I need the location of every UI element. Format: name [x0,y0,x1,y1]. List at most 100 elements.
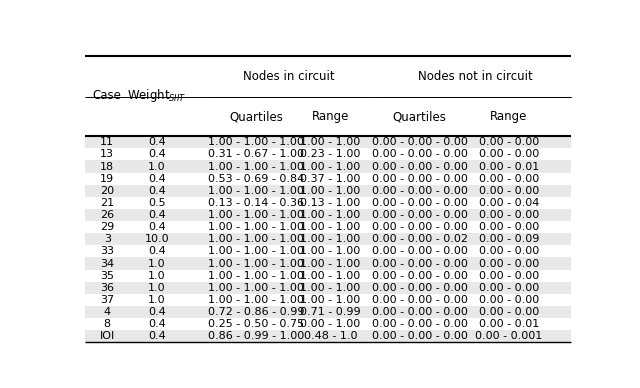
Text: 0.5: 0.5 [148,198,166,208]
Text: 0.72 - 0.86 - 0.99: 0.72 - 0.86 - 0.99 [208,307,305,317]
Text: 0.00 - 0.00 - 0.00: 0.00 - 0.00 - 0.00 [372,258,468,268]
Text: 37: 37 [100,295,115,305]
Text: 1.0: 1.0 [148,283,166,293]
Text: 1.00 - 1.00 - 1.00: 1.00 - 1.00 - 1.00 [208,210,304,220]
Bar [85,161,571,173]
Text: 1.00 - 1.00 - 1.00: 1.00 - 1.00 - 1.00 [208,258,304,268]
Text: 11: 11 [100,137,115,147]
Text: 0.4: 0.4 [148,210,166,220]
Text: 0.13 - 0.14 - 0.36: 0.13 - 0.14 - 0.36 [208,198,304,208]
Text: 1.00 - 1.00 - 1.00: 1.00 - 1.00 - 1.00 [208,161,304,171]
Text: 0.00 - 0.00: 0.00 - 0.00 [479,210,539,220]
Text: 1.00 - 1.00 - 1.00: 1.00 - 1.00 - 1.00 [208,271,304,281]
Text: 0.71 - 0.99: 0.71 - 0.99 [300,307,361,317]
Text: 1.00 - 1.00: 1.00 - 1.00 [300,210,360,220]
Text: Nodes in circuit: Nodes in circuit [243,70,334,83]
Text: 0.37 - 1.00: 0.37 - 1.00 [300,173,361,184]
Text: 1.00 - 1.00: 1.00 - 1.00 [300,283,360,293]
Text: 0.00 - 0.00 - 0.00: 0.00 - 0.00 - 0.00 [372,173,468,184]
Text: 29: 29 [100,222,115,232]
Text: 0.4: 0.4 [148,222,166,232]
Text: 0.4: 0.4 [148,319,166,329]
Text: 0.00 - 0.00 - 0.00: 0.00 - 0.00 - 0.00 [372,186,468,196]
Text: Quartiles: Quartiles [229,110,283,123]
Text: 0.25 - 0.50 - 0.75: 0.25 - 0.50 - 0.75 [208,319,304,329]
Bar [85,282,571,294]
Text: 0.4: 0.4 [148,149,166,159]
Text: 0.00 - 0.00: 0.00 - 0.00 [479,295,539,305]
Text: 0.00 - 0.00 - 0.00: 0.00 - 0.00 - 0.00 [372,271,468,281]
Text: 0.00 - 0.00 - 0.00: 0.00 - 0.00 - 0.00 [372,137,468,147]
Text: IOI: IOI [100,331,115,341]
Text: 0.23 - 1.00: 0.23 - 1.00 [300,149,361,159]
Text: 0.00 - 0.01: 0.00 - 0.01 [479,161,539,171]
Text: 20: 20 [100,186,115,196]
Text: 0.00 - 0.00 - 0.00: 0.00 - 0.00 - 0.00 [372,307,468,317]
Text: 1.00 - 1.00: 1.00 - 1.00 [300,295,360,305]
Text: 0.4: 0.4 [148,331,166,341]
Text: Case: Case [93,89,122,102]
Text: 1.00 - 1.00 - 1.00: 1.00 - 1.00 - 1.00 [208,186,304,196]
Text: 1.00 - 1.00 - 1.00: 1.00 - 1.00 - 1.00 [208,137,304,147]
Text: 36: 36 [100,283,115,293]
Text: 0.00 - 0.00 - 0.00: 0.00 - 0.00 - 0.00 [372,319,468,329]
Text: 0.48 - 1.0: 0.48 - 1.0 [304,331,357,341]
Text: 0.00 - 0.00: 0.00 - 0.00 [479,186,539,196]
Text: Range: Range [490,110,528,123]
Text: 1.00 - 1.00 - 1.00: 1.00 - 1.00 - 1.00 [208,246,304,256]
Bar [85,209,571,221]
Text: 26: 26 [100,210,115,220]
Text: 1.00 - 1.00: 1.00 - 1.00 [300,246,360,256]
Text: 0.00 - 0.00 - 0.00: 0.00 - 0.00 - 0.00 [372,161,468,171]
Text: 13: 13 [100,149,115,159]
Text: 0.00 - 0.04: 0.00 - 0.04 [479,198,540,208]
Text: 0.00 - 0.01: 0.00 - 0.01 [479,319,539,329]
Text: 0.4: 0.4 [148,173,166,184]
Text: 0.00 - 0.00 - 0.00: 0.00 - 0.00 - 0.00 [372,331,468,341]
Text: 21: 21 [100,198,115,208]
Text: 19: 19 [100,173,115,184]
Bar [85,136,571,148]
Text: 1.00 - 1.00: 1.00 - 1.00 [300,258,360,268]
Text: 18: 18 [100,161,115,171]
Text: 0.00 - 0.00: 0.00 - 0.00 [479,137,539,147]
Text: 0.00 - 0.00 - 0.00: 0.00 - 0.00 - 0.00 [372,295,468,305]
Text: Weight$_{SIIT}$: Weight$_{SIIT}$ [127,87,187,104]
Text: 0.00 - 0.00: 0.00 - 0.00 [479,258,539,268]
Text: 1.00 - 1.00: 1.00 - 1.00 [300,186,360,196]
Text: 33: 33 [100,246,115,256]
Text: 1.0: 1.0 [148,258,166,268]
Text: 1.0: 1.0 [148,161,166,171]
Text: 1.0: 1.0 [148,271,166,281]
Bar [85,330,571,342]
Text: 1.00 - 1.00 - 1.00: 1.00 - 1.00 - 1.00 [208,283,304,293]
Bar [85,306,571,318]
Text: 0.00 - 1.00: 0.00 - 1.00 [300,319,360,329]
Text: 0.4: 0.4 [148,307,166,317]
Text: 0.13 - 1.00: 0.13 - 1.00 [300,198,360,208]
Text: 1.00 - 1.00: 1.00 - 1.00 [300,271,360,281]
Text: 1.00 - 1.00 - 1.00: 1.00 - 1.00 - 1.00 [208,234,304,244]
Text: 0.00 - 0.00 - 0.00: 0.00 - 0.00 - 0.00 [372,246,468,256]
Text: 0.86 - 0.99 - 1.00: 0.86 - 0.99 - 1.00 [208,331,304,341]
Text: 35: 35 [100,271,115,281]
Text: Quartiles: Quartiles [393,110,447,123]
Text: 1.00 - 1.00: 1.00 - 1.00 [300,234,360,244]
Text: 1.00 - 1.00: 1.00 - 1.00 [300,137,360,147]
Text: 0.4: 0.4 [148,137,166,147]
Text: 0.00 - 0.00: 0.00 - 0.00 [479,271,539,281]
Text: 0.00 - 0.00 - 0.00: 0.00 - 0.00 - 0.00 [372,149,468,159]
Text: 0.4: 0.4 [148,186,166,196]
Text: 8: 8 [104,319,111,329]
Text: 0.00 - 0.00: 0.00 - 0.00 [479,246,539,256]
Text: 0.00 - 0.00 - 0.00: 0.00 - 0.00 - 0.00 [372,210,468,220]
Text: 10.0: 10.0 [145,234,169,244]
Text: 0.00 - 0.00: 0.00 - 0.00 [479,222,539,232]
Text: 1.00 - 1.00: 1.00 - 1.00 [300,222,360,232]
Text: 0.00 - 0.00 - 0.00: 0.00 - 0.00 - 0.00 [372,222,468,232]
Text: 1.0: 1.0 [148,295,166,305]
Text: 0.53 - 0.69 - 0.84: 0.53 - 0.69 - 0.84 [208,173,304,184]
Text: 0.00 - 0.001: 0.00 - 0.001 [476,331,543,341]
Text: 0.00 - 0.09: 0.00 - 0.09 [479,234,540,244]
Text: 0.00 - 0.00: 0.00 - 0.00 [479,283,539,293]
